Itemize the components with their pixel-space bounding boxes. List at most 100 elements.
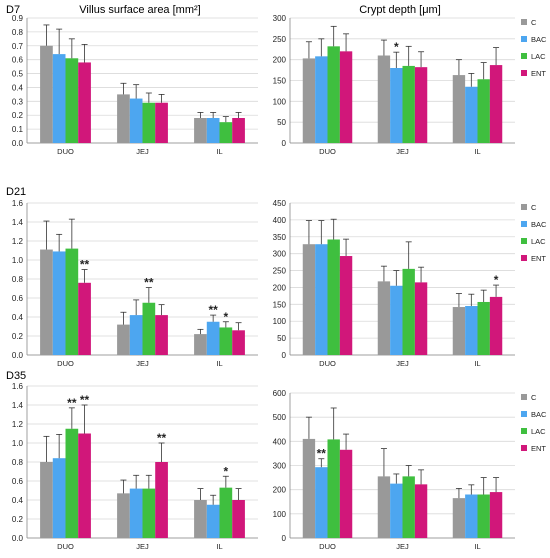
bar-il-ent — [232, 330, 245, 355]
bar-jej-bac — [390, 483, 403, 538]
x-tick-label: DUO — [57, 542, 74, 551]
bar-il-bac — [465, 494, 478, 538]
y-tick-label: 400 — [273, 216, 287, 225]
panel-d7-crypt: 0 50 100 150 200 250 300 DUO JEJ IL * C BAC LAC ENT — [273, 14, 547, 156]
bar-jej-bac — [129, 315, 143, 355]
legend-swatch-bac — [521, 411, 527, 417]
significance-marker: ** — [317, 447, 327, 461]
legend-swatch-lac — [521, 428, 527, 434]
y-tick-label: 100 — [273, 510, 287, 519]
y-tick-label: 1.6 — [12, 199, 24, 208]
y-tick-label: 400 — [273, 437, 287, 446]
y-tick-label: 100 — [273, 97, 287, 106]
y-tick-label: 1.4 — [12, 401, 24, 410]
bar-jej-lac — [142, 102, 156, 143]
y-tick-label: 0.6 — [12, 56, 24, 65]
significance-marker: ** — [157, 431, 167, 445]
bar-il-ent — [489, 492, 503, 538]
bar-duo-ent — [339, 449, 353, 538]
y-tick-label: 50 — [277, 334, 286, 343]
y-tick-label: 0 — [282, 351, 287, 360]
bar-il-lac — [219, 327, 233, 355]
x-tick-label: IL — [474, 147, 480, 156]
bar-duo-ent — [78, 433, 91, 538]
x-tick-label: JEJ — [396, 359, 409, 368]
bar-duo-lac — [65, 248, 79, 355]
y-tick-label: 0.9 — [12, 14, 24, 23]
y-tick-label: 1.2 — [12, 420, 24, 429]
y-tick-label: 300 — [273, 462, 287, 471]
bar-il-c — [194, 500, 207, 538]
bar-il-lac — [477, 301, 490, 355]
significance-marker: * — [224, 310, 229, 324]
legend-label-bac: BAC — [531, 220, 547, 229]
significance-marker: ** — [144, 276, 154, 290]
y-tick-label: 300 — [273, 14, 287, 23]
y-tick-label: 0 — [282, 139, 287, 148]
legend-swatch-bac — [521, 36, 527, 42]
y-tick-label: 1.0 — [12, 439, 24, 448]
bar-il-c — [194, 118, 207, 143]
y-tick-label: 0.8 — [12, 458, 24, 467]
y-tick-label: 0.7 — [12, 42, 24, 51]
legend-label-ent: ENT — [531, 254, 546, 263]
row-label-d7: D7 — [6, 4, 20, 16]
bar-jej-bac — [129, 98, 143, 143]
y-tick-label: 0 — [282, 534, 287, 543]
y-tick-label: 0.1 — [12, 125, 24, 134]
bar-il-ent — [232, 118, 245, 143]
x-tick-label: JEJ — [396, 147, 409, 156]
significance-marker: ** — [80, 393, 90, 407]
y-tick-label: 0.0 — [12, 534, 24, 543]
y-tick-label: 450 — [273, 199, 287, 208]
y-tick-label: 100 — [273, 317, 287, 326]
bar-jej-c — [377, 281, 391, 355]
x-tick-label: IL — [216, 542, 222, 551]
legend-label-lac: LAC — [531, 52, 546, 61]
y-tick-label: 250 — [273, 267, 287, 276]
row-label-d35: D35 — [6, 370, 26, 382]
x-tick-label: JEJ — [136, 359, 149, 368]
bar-duo-lac — [65, 58, 79, 143]
bar-duo-bac — [52, 458, 66, 538]
legend-label-c: C — [531, 393, 537, 402]
bar-jej-c — [377, 476, 391, 538]
y-tick-label: 150 — [273, 77, 287, 86]
x-tick-label: IL — [216, 147, 222, 156]
y-tick-label: 300 — [273, 250, 287, 259]
significance-marker: * — [224, 464, 229, 478]
significance-marker: * — [494, 273, 499, 287]
y-tick-label: 0.4 — [12, 496, 24, 505]
bar-duo-lac — [327, 439, 340, 538]
y-tick-label: 500 — [273, 413, 287, 422]
y-tick-label: 0.4 — [12, 313, 24, 322]
y-tick-label: 0.5 — [12, 70, 24, 79]
bar-il-bac — [206, 321, 220, 355]
panel-d7-villus: 0.0 0.1 0.2 0.3 0.4 0.5 0.6 0.7 0.8 0.9 DUO JEJ IL — [12, 14, 258, 156]
bar-il-ent — [489, 65, 503, 143]
bar-jej-c — [377, 55, 391, 143]
y-tick-label: 0.8 — [12, 28, 24, 37]
column-title-crypt: Crypt depth [μm] — [359, 4, 441, 16]
y-tick-label: 200 — [273, 486, 287, 495]
x-tick-label: DUO — [319, 147, 336, 156]
significance-marker: ** — [80, 258, 90, 272]
bar-duo-ent — [78, 62, 91, 143]
x-tick-label: JEJ — [136, 147, 149, 156]
bar-jej-bac — [390, 285, 403, 355]
y-tick-label: 0.4 — [12, 83, 24, 92]
bar-jej-c — [117, 94, 130, 143]
y-tick-label: 200 — [273, 283, 287, 292]
bar-il-ent — [489, 296, 503, 355]
significance-marker: * — [394, 40, 399, 54]
x-tick-label: JEJ — [136, 542, 149, 551]
legend-swatch-lac — [521, 238, 527, 244]
y-tick-label: 1.2 — [12, 237, 24, 246]
bar-il-lac — [219, 122, 233, 143]
bar-duo-c — [302, 58, 316, 143]
y-tick-label: 1.4 — [12, 218, 24, 227]
bar-jej-lac — [402, 65, 415, 143]
bar-il-c — [452, 307, 466, 355]
x-tick-label: DUO — [319, 359, 336, 368]
